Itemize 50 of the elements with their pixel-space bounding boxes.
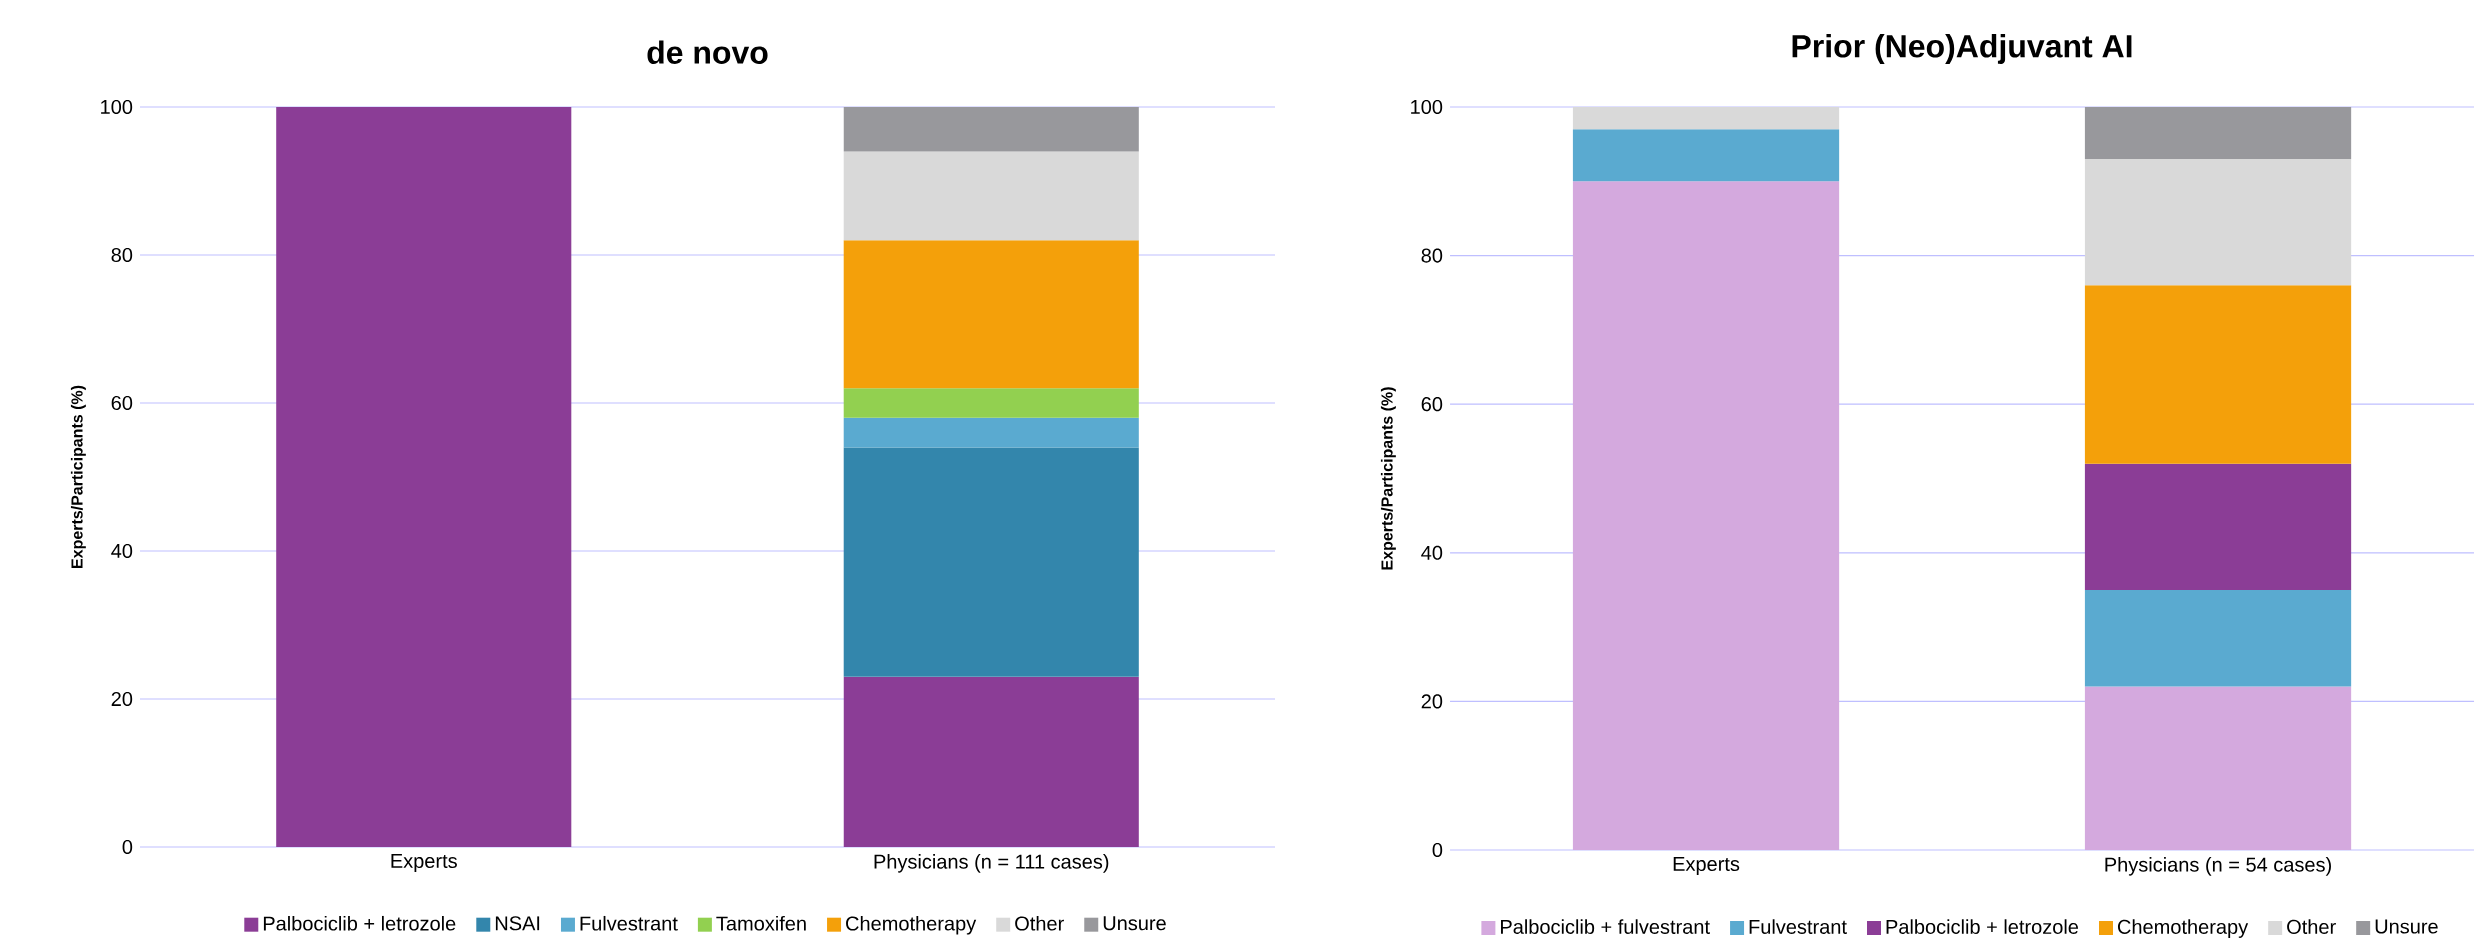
bar (2084, 159, 2352, 286)
x-tick-label: Experts (391, 854, 457, 873)
legend-label: Fulvestrant (580, 916, 678, 931)
legend-label: Palbociclib + fulvestrant (1501, 919, 1710, 935)
x-tick-label: Physicians (n = 111 cases) (874, 854, 1109, 873)
bar (2084, 107, 2352, 160)
y-tick-label: 40 (111, 544, 133, 559)
legend-label: NSAI (495, 916, 540, 931)
legend-label: Other (1015, 916, 1064, 931)
legend-label: Unsure (1103, 916, 1166, 931)
y-tick-label: 80 (1421, 248, 1443, 263)
x-tick-label: Physicians (n = 54 cases) (2105, 857, 2331, 876)
bar (1572, 181, 1840, 851)
legend-label: Chemotherapy (2117, 919, 2249, 939)
bar (843, 107, 1139, 152)
y-tick-label: 60 (111, 396, 133, 411)
y-tick-label: 100 (1411, 100, 1443, 115)
y-tick-label: 80 (111, 248, 133, 263)
chart-title: de novo (647, 40, 768, 65)
bar (843, 417, 1139, 448)
bar (2084, 285, 2352, 464)
bar (2084, 590, 2352, 687)
y-axis-title: Experts/Participants (%) (70, 385, 86, 569)
chart-title: Prior (Neo)Adjuvant AI (1792, 34, 2132, 65)
bar (843, 676, 1139, 848)
bar (843, 447, 1139, 677)
legend-label: Palbociclib + letrozole (263, 916, 456, 931)
legend-label: Fulvestrant (1749, 919, 1847, 935)
x-tick-label: Experts (1673, 857, 1740, 876)
bar (843, 388, 1139, 418)
bar (2084, 686, 2352, 851)
y-tick-label: 40 (1421, 545, 1443, 560)
y-tick-label: 60 (1421, 397, 1443, 412)
bar (1572, 107, 1840, 130)
legend-label: Palbociclib + letrozole (1886, 919, 2079, 935)
legend-label: Chemotherapy (846, 916, 977, 935)
bar (843, 240, 1139, 389)
legend-label: Unsure (2375, 919, 2438, 934)
y-axis-title: Experts/Participants (%) (1380, 387, 1396, 570)
y-tick-label: 20 (111, 692, 133, 707)
y-tick-label: 100 (101, 100, 133, 115)
y-tick-label: 0 (1432, 843, 1443, 858)
legend-label: Other (2287, 919, 2336, 935)
bar (1572, 129, 1840, 182)
y-tick-label: 0 (122, 840, 133, 855)
bar (2084, 463, 2352, 591)
bar (843, 151, 1139, 241)
y-tick-label: 20 (1421, 694, 1443, 709)
bar (276, 107, 572, 848)
legend-label: Tamoxifen (716, 916, 806, 931)
